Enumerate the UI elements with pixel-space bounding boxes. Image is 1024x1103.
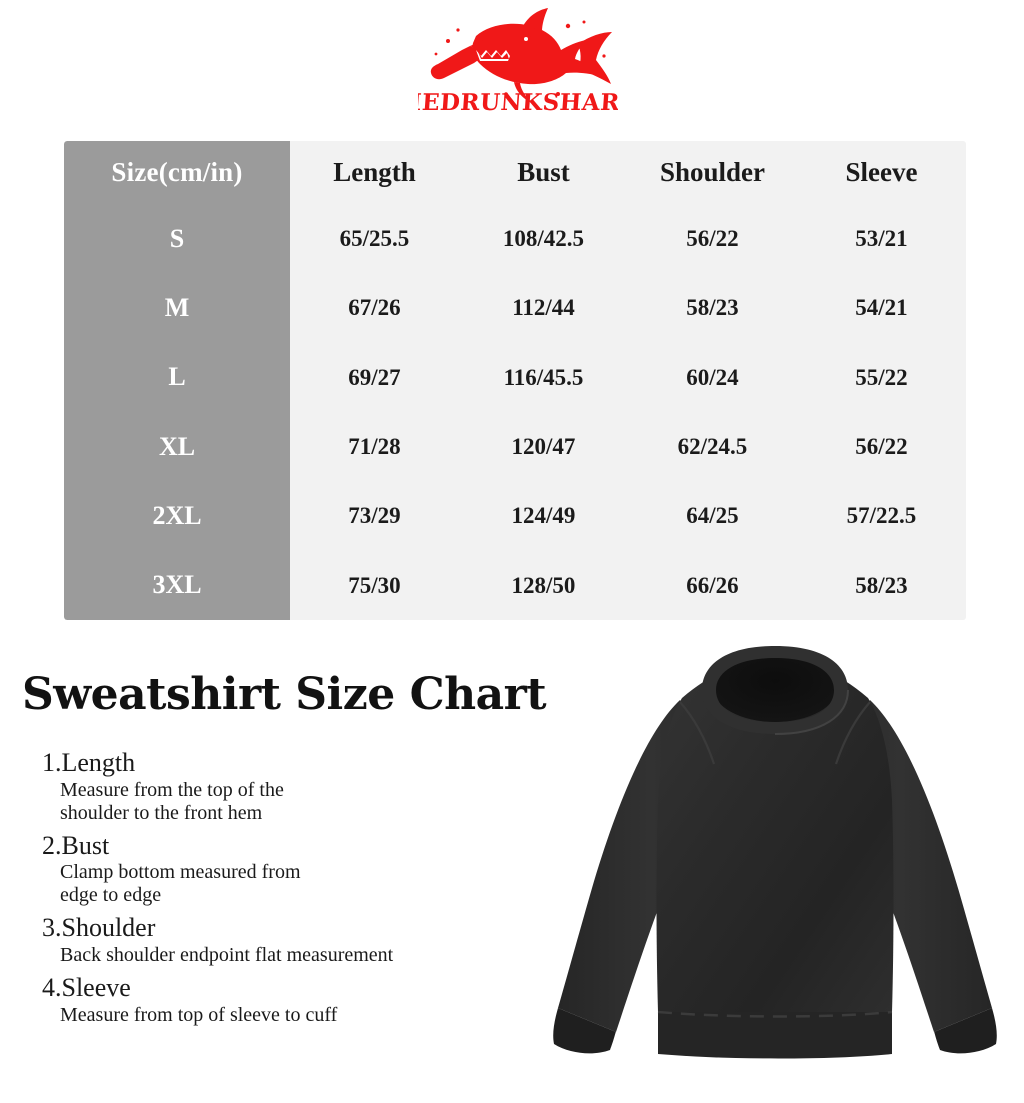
table-row: 71/28 <box>348 434 401 460</box>
table-row: 69/27 <box>348 364 401 390</box>
table-row: 3XL <box>152 570 202 600</box>
right-shoulder-seam <box>834 701 871 765</box>
brand-wordmark: THEDRUNKSHARK <box>418 89 618 116</box>
table-row: 2XL <box>152 500 202 530</box>
list-item: 2.Bust Clamp bottom measured from edge t… <box>20 831 540 908</box>
body-panel <box>656 660 894 1012</box>
table-row: 55/22 <box>855 364 908 390</box>
list-item: 1.Length Measure from the top of the sho… <box>20 748 540 825</box>
page-title: Sweatshirt Size Chart <box>22 669 547 720</box>
table-row: L <box>168 362 186 392</box>
collar-highlight <box>774 689 849 735</box>
product-image-sweatshirt <box>530 640 1020 1095</box>
table-row: 128/50 <box>511 572 576 598</box>
table-row: 54/21 <box>855 295 908 321</box>
list-item: 4.Sleeve Measure from top of sleeve to c… <box>20 973 540 1027</box>
table-row: 58/23 <box>855 572 908 598</box>
table-row: 112/44 <box>512 295 575 321</box>
table-row: 75/30 <box>348 572 401 598</box>
table-row: 53/21 <box>855 226 908 252</box>
measurement-desc-length: Measure from the top of the shoulder to … <box>60 778 284 824</box>
table-header-size: Size(cm/in) <box>111 157 243 187</box>
table-row: 73/29 <box>348 503 401 529</box>
left-shoulder-seam <box>679 701 716 765</box>
hem-band <box>658 1012 892 1059</box>
table-row: M <box>164 292 190 322</box>
table-row: 62/24.5 <box>677 434 748 460</box>
table-row: 58/23 <box>686 295 739 321</box>
measurement-desc-shoulder: Back shoulder endpoint flat measurement <box>60 944 394 967</box>
table-row: 108/42.5 <box>502 226 585 252</box>
sweatshirt-illustration <box>553 646 997 1059</box>
brand-logo: THEDRUNKSHARK <box>418 6 618 116</box>
table-header-length: Length <box>333 157 416 187</box>
table-row: 60/24 <box>686 364 739 390</box>
size-chart-table: Size(cm/in) Length Bust Shoulder Sleeve … <box>64 141 966 620</box>
table-row: 65/25.5 <box>339 226 410 252</box>
measurement-label-length: 1.Length <box>42 748 136 777</box>
hem-stitch-line <box>657 1010 893 1018</box>
left-cuff <box>553 1008 616 1054</box>
table-header-bust: Bust <box>517 157 570 187</box>
measurement-instructions: 1.Length Measure from the top of the sho… <box>20 748 540 1033</box>
list-item: 3.Shoulder Back shoulder endpoint flat m… <box>20 913 540 967</box>
right-cuff <box>934 1008 997 1054</box>
table-row: XL <box>158 431 196 461</box>
table-row: 124/49 <box>511 503 576 529</box>
table-row: 116/45.5 <box>503 364 584 390</box>
measurement-desc-bust: Clamp bottom measured from edge to edge <box>60 861 301 907</box>
measurement-label-bust: 2.Bust <box>42 830 110 860</box>
neck-opening <box>713 654 837 722</box>
table-row: 56/22 <box>855 434 908 460</box>
table-row: 66/26 <box>686 572 739 598</box>
measurement-desc-sleeve: Measure from top of sleeve to cuff <box>60 1003 338 1026</box>
table-row: S <box>169 223 185 253</box>
table-header-sleeve: Sleeve <box>845 157 918 187</box>
table-row: 64/25 <box>686 503 739 529</box>
table-row: 56/22 <box>686 226 739 252</box>
size-column-background <box>64 141 290 620</box>
table-row: 120/47 <box>511 434 576 460</box>
table-row: 67/26 <box>348 295 401 321</box>
measurement-label-shoulder: 3.Shoulder <box>42 913 156 943</box>
table-row: 57/22.5 <box>846 503 917 529</box>
measurement-label-sleeve: 4.Sleeve <box>42 973 131 1003</box>
shark-with-bottle-icon: THEDRUNKSHARK <box>418 8 618 116</box>
table-header-shoulder: Shoulder <box>659 157 766 187</box>
